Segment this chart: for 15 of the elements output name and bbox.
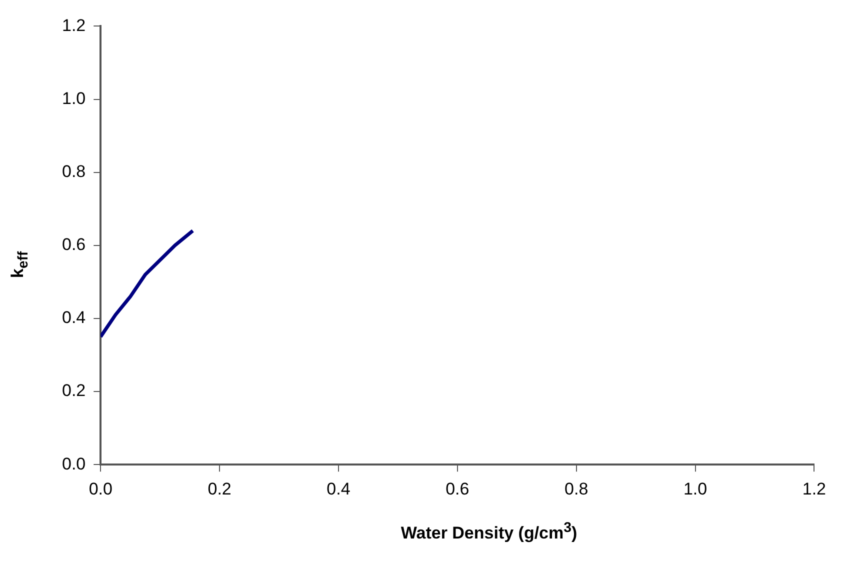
x-tick-label: 0.6 xyxy=(446,479,470,498)
x-tick-label: 0.4 xyxy=(326,479,350,498)
y-tick-label: 1.2 xyxy=(62,16,86,35)
x-axis-title: Water Density (g/cm$^{3}$) xyxy=(400,520,578,544)
x-tick-label: 0.8 xyxy=(564,479,588,498)
y-tick-label: 0.6 xyxy=(62,235,86,254)
y-tick-label: 1.0 xyxy=(62,88,86,108)
x-tick-label: 0.2 xyxy=(208,479,232,498)
x-tick-label: 1.2 xyxy=(802,479,826,498)
x-tick-label: 1.0 xyxy=(683,479,708,498)
y-tick-label: 0.0 xyxy=(62,454,86,474)
y-tick-label: 0.8 xyxy=(62,162,86,182)
y-tick-label: 0.2 xyxy=(62,381,86,400)
x-tick-label: 0.0 xyxy=(88,479,112,498)
y-tick-label: 0.4 xyxy=(62,308,86,328)
